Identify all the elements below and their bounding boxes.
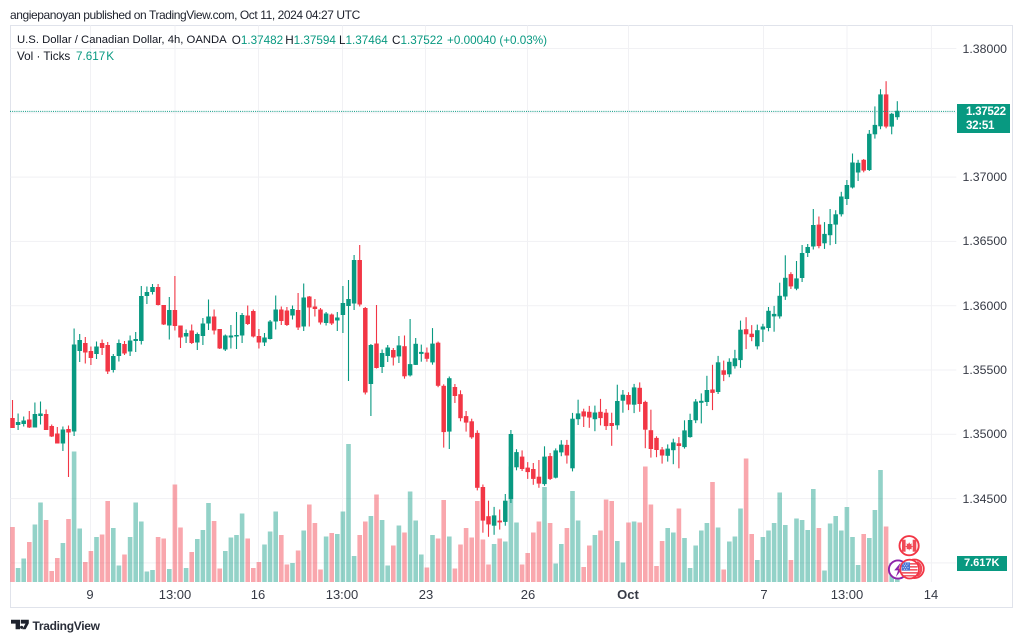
- svg-text:TradingView: TradingView: [32, 619, 100, 633]
